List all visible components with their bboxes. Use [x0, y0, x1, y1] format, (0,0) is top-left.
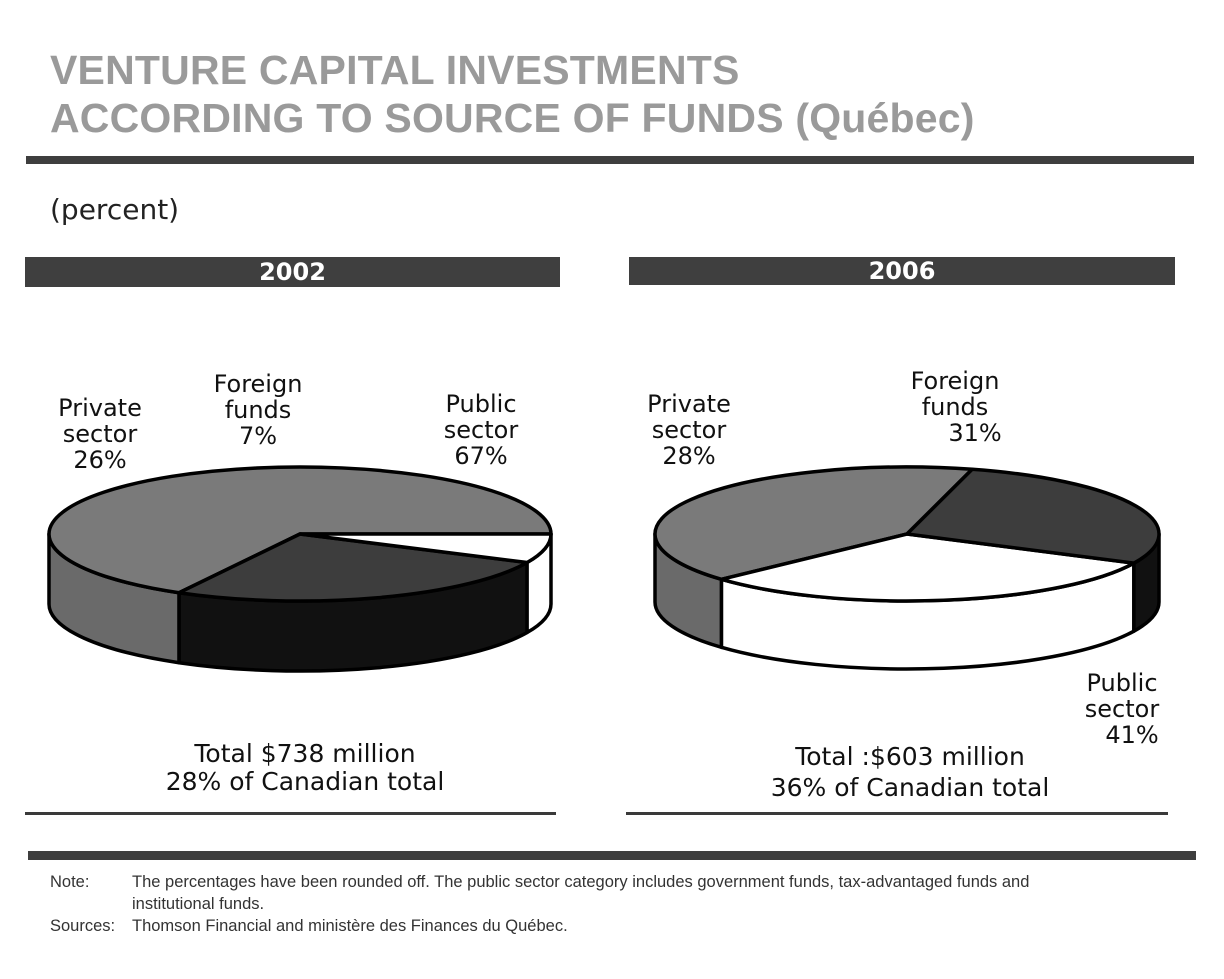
slice-public: [47, 465, 553, 595]
note-text: The percentages have been rounded off. T…: [132, 873, 1030, 913]
total-2002: Total $738 million 28% of Canadian total: [125, 740, 485, 796]
label-2006-public: Public sector 41%: [1072, 670, 1172, 748]
label-text: funds: [224, 396, 292, 424]
chart-title: VENTURE CAPITAL INVESTMENTS ACCORDING TO…: [50, 46, 975, 142]
label-text: funds: [921, 393, 989, 421]
total-2006: Total :$603 million 36% of Canadian tota…: [730, 741, 1090, 803]
label-2002-private: Private sector 26%: [50, 395, 150, 473]
unit-label: (percent): [50, 193, 180, 226]
label-value: 28%: [662, 442, 716, 470]
label-text: Private: [647, 390, 731, 418]
label-text: sector: [62, 420, 138, 448]
label-value: 31%: [948, 419, 1002, 447]
bottom-rule: [28, 851, 1196, 860]
footnotes: Note: The percentages have been rounded …: [50, 871, 1052, 937]
slice-private: [177, 532, 529, 603]
label-2002-foreign: Foreign funds 7%: [203, 371, 313, 449]
label-value: 67%: [454, 442, 508, 470]
label-text: Foreign: [910, 367, 1000, 395]
note-key: Note:: [50, 873, 90, 891]
label-text: sector: [443, 416, 519, 444]
title-line-1: VENTURE CAPITAL INVESTMENTS: [50, 47, 740, 93]
sources-row: Sources: Thomson Financial and ministère…: [50, 915, 1052, 937]
slice-private: [905, 467, 1161, 565]
label-text: sector: [651, 416, 727, 444]
top-rule: [26, 156, 1194, 164]
total-share: 36% of Canadian total: [770, 773, 1050, 802]
label-text: Public: [1086, 669, 1158, 697]
label-value: 41%: [1105, 721, 1159, 749]
panel-underline-2006: [626, 812, 1168, 815]
total-amount: Total $738 million: [194, 739, 416, 768]
title-line-2: ACCORDING TO SOURCE OF FUNDS (Québec): [50, 95, 975, 141]
label-text: Private: [58, 394, 142, 422]
pie-2002: [47, 465, 553, 673]
slice-public: [653, 465, 974, 582]
label-2006-private: Private sector 28%: [639, 391, 739, 469]
label-value: 7%: [238, 422, 278, 450]
year-bar-2006: 2006: [629, 257, 1175, 285]
panel-underline-2002: [25, 812, 556, 815]
label-text: Public: [445, 390, 517, 418]
total-amount: Total :$603 million: [795, 742, 1025, 771]
slice-foreign: [298, 532, 553, 565]
note-row: Note: The percentages have been rounded …: [50, 871, 1052, 915]
pie-2006: [653, 465, 1161, 671]
label-2002-public: Public sector 67%: [431, 391, 531, 469]
label-2006-foreign: Foreign funds 31%: [900, 368, 1010, 446]
label-text: sector: [1084, 695, 1160, 723]
total-share: 28% of Canadian total: [165, 767, 445, 796]
label-text: Foreign: [213, 370, 303, 398]
sources-text: Thomson Financial and ministère des Fina…: [132, 917, 568, 935]
sources-key: Sources:: [50, 917, 116, 935]
label-value: 26%: [73, 446, 127, 474]
year-bar-2002: 2002: [25, 257, 560, 287]
